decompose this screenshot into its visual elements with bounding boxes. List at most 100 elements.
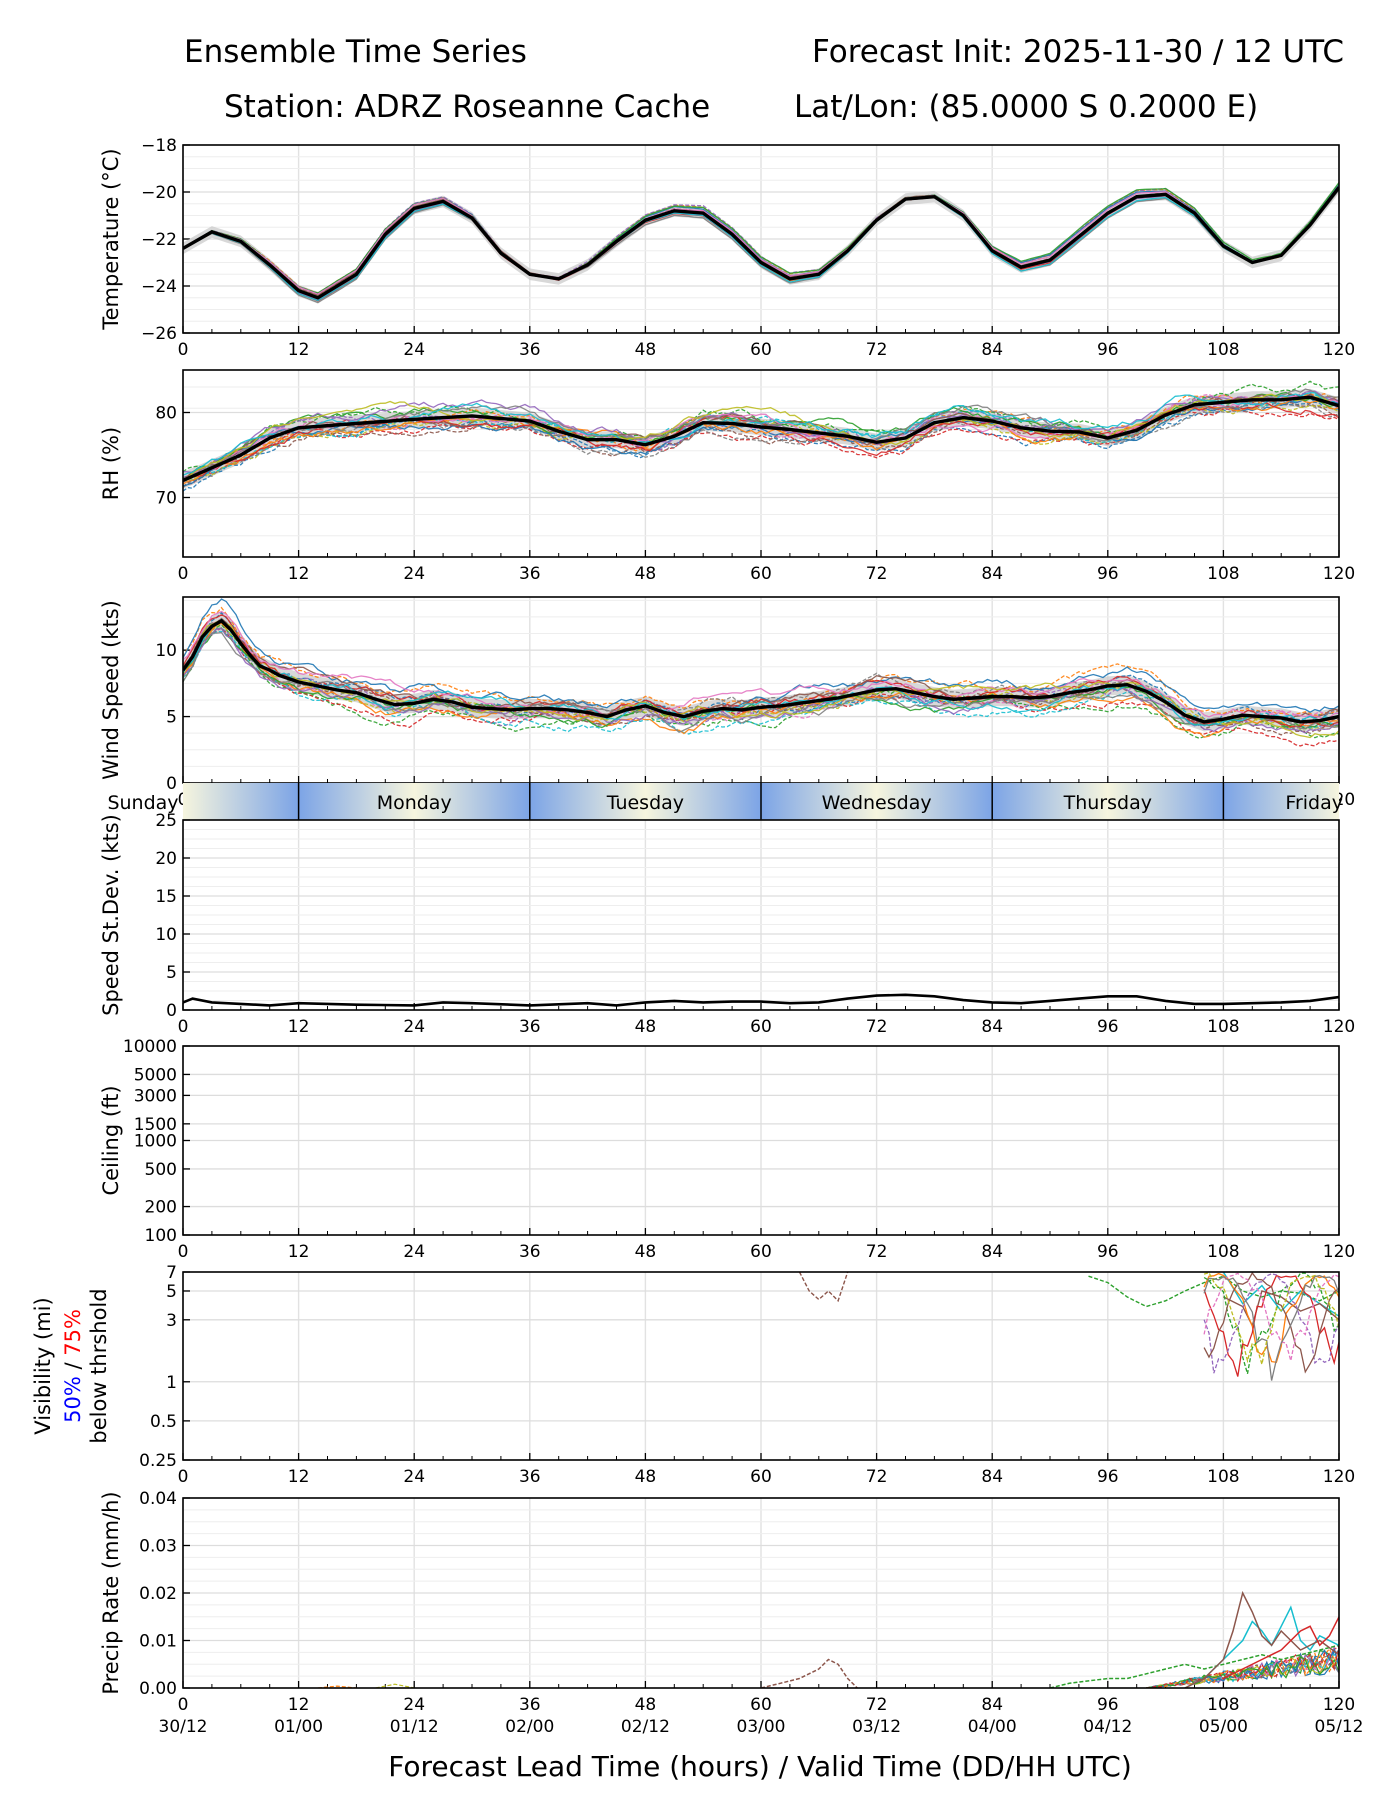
visibility-member-line [1203,1272,1339,1374]
x-tick-label: 12 [288,1695,310,1715]
x-tick-label: 48 [635,564,657,584]
precip-members [317,1590,1339,1688]
y-tick-label: 10 [155,925,177,945]
axes-frame [182,144,1340,334]
x-tick-label: 72 [866,1695,888,1715]
x-tick-label: 84 [981,1467,1003,1487]
visibility-member-line [1203,1272,1339,1361]
panel-rh: 70 80 0 12 24 36 48 60 72 84 96 108 120 RH (%) [99,369,1355,584]
precip-member-line [1146,1655,1339,1688]
valid-time-label: 02/12 [621,1717,670,1737]
y-axis-label: Temperature (°C) [99,148,123,330]
x-tick-label: 60 [750,340,772,360]
x-tick-label: 12 [288,340,310,360]
x-tick-label: 48 [635,340,657,360]
y-tick-label: −22 [141,230,177,250]
x-tick-label: 36 [519,564,541,584]
y-axis-label: Visibility (mi) [31,1297,55,1434]
x-tick-label: 24 [403,1017,425,1037]
threshold-50: 50% [61,1376,85,1423]
x-tick-label: 0 [178,1467,189,1487]
valid-time-label: 01/12 [390,1717,439,1737]
panel-wind_speed: 051001224364860728496108120Wind Speed (k… [99,596,1355,810]
axes-frame [182,1497,1340,1689]
x-tick-label: 108 [1207,1242,1239,1262]
y-axis-label-below: below thrshold [87,1288,111,1443]
x-tick-label: 72 [866,1017,888,1037]
x-tick-label: 0 [178,1017,189,1037]
y-tick-label: 0.5 [150,1412,177,1432]
x-tick-label: 24 [403,1242,425,1262]
x-tick-label: 120 [1323,1017,1355,1037]
y-tick-label: −20 [141,183,177,203]
precip-member-line [1223,1616,1339,1680]
x-tick-label: 48 [635,1017,657,1037]
x-tick-label: 84 [981,564,1003,584]
forecast-init-title: Forecast Init: 2025-11-30 / 12 UTC [812,34,1344,70]
ensemble-member-line [183,598,1339,718]
x-tick-label: 72 [866,1242,888,1262]
y-tick-label: 70 [155,489,177,509]
x-tick-label: 108 [1207,1467,1239,1487]
day-label: Tuesday [606,792,684,814]
x-tick-label: 0 [178,340,189,360]
x-tick-label: 36 [519,1017,541,1037]
x-tick-label: 48 [635,1695,657,1715]
spread-band [183,388,1339,489]
station-title: Station: ADRZ Roseanne Cache [224,89,711,125]
precip-member-line [1049,1644,1339,1688]
ensemble-members [183,380,1339,492]
x-tick-label: 0 [178,1695,189,1715]
x-tick-label: 120 [1323,1242,1355,1262]
y-tick-label: 0 [166,774,177,794]
y-tick-label: 10000 [123,1037,177,1057]
x-tick-label: 24 [403,340,425,360]
x-tick-label: 24 [403,1695,425,1715]
axes-frame [182,1045,1340,1236]
x-tick-label: 12 [288,1017,310,1037]
x-tick-label: 12 [288,1467,310,1487]
x-tick-label: 84 [981,340,1003,360]
x-tick-label: 36 [519,340,541,360]
x-tick-label: 96 [1097,1467,1119,1487]
x-tick-label: 24 [403,564,425,584]
visibility-members [798,1272,1339,1381]
y-tick-label: 5000 [134,1065,177,1085]
x-tick-label: 60 [750,1467,772,1487]
y-tick-label: 20 [155,849,177,869]
threshold-75: 75% [61,1309,85,1356]
y-tick-label: −24 [141,277,177,297]
ensemble-member-line [183,392,1339,476]
y-axis-label: RH (%) [99,427,123,500]
latlon-title: Lat/Lon: (85.0000 S 0.2000 E) [794,89,1259,125]
x-tick-label: 108 [1207,1017,1239,1037]
precip-member-line [1146,1646,1339,1688]
y-axis-label: Wind Speed (kts) [99,600,123,780]
precip-member-line [1184,1590,1339,1688]
panel-visibility: 0.25 0.5 1 3 57 0 12 24 36 48 60 72 84 96 108 120 Visibi… [31,1263,1355,1487]
y-tick-label: 15 [155,887,177,907]
x-tick-label: 96 [1097,564,1119,584]
x-tick-label: 36 [519,1242,541,1262]
valid-time-label: 05/12 [1315,1717,1364,1737]
ensemble-mean-line [183,618,1339,724]
day-segment [1223,783,1339,820]
x-tick-label: 108 [1207,564,1239,584]
x-tick-label: 12 [288,564,310,584]
day-label: Thursday [1063,792,1152,814]
ensemble-member-line [183,624,1339,739]
y-tick-label: 3000 [134,1086,177,1106]
valid-time-label: 04/00 [968,1717,1017,1737]
y-tick-label: 500 [145,1160,177,1180]
ensemble-mean-line [183,186,1339,300]
valid-time-label: 02/00 [505,1717,554,1737]
panel-speed_stdev: 0 5 10 15 20 25 0 12 24 36 48 60 72 84 96 108 120 Speed S… [99,811,1355,1037]
y-axis-label: Precip Rate (mm/h) [99,1491,123,1694]
x-tick-label: 84 [981,1017,1003,1037]
day-segment [183,783,299,820]
y-tick-label: 0.02 [139,1584,177,1604]
valid-time-label: 30/12 [159,1717,208,1737]
ensemble-mean-line [183,395,1339,483]
ensemble-members [183,181,1339,304]
y-tick-label: −26 [141,324,177,344]
